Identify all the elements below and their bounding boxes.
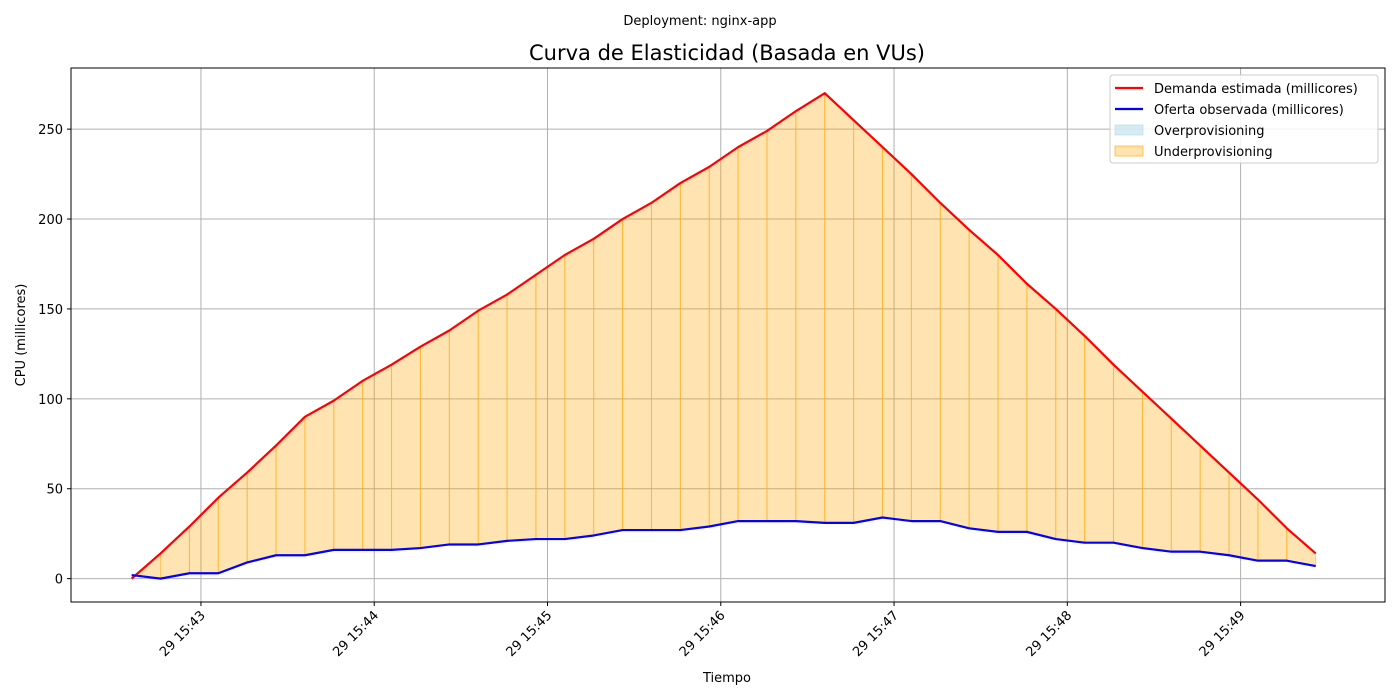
x-tick-label: 29 15:46 bbox=[677, 608, 729, 660]
underprovisioning-area bbox=[333, 379, 364, 551]
underprovisioning-area bbox=[1170, 417, 1201, 553]
underprovisioning-area bbox=[535, 254, 566, 540]
underprovisioning-area bbox=[1055, 307, 1086, 544]
underprovisioning-area bbox=[939, 201, 970, 529]
underprovisioning-area bbox=[968, 228, 999, 533]
legend-item-overprovisioning-label: Overprovisioning bbox=[1154, 124, 1265, 139]
underprovisioning-area bbox=[217, 471, 248, 574]
underprovisioning-area bbox=[622, 201, 652, 531]
y-axis-label: CPU (millicores) bbox=[14, 284, 29, 387]
underprovisioning-area bbox=[391, 345, 421, 551]
x-tick-label: 29 15:48 bbox=[1023, 608, 1075, 660]
x-tick-label: 29 15:49 bbox=[1197, 608, 1249, 660]
underprovisioning-area bbox=[246, 444, 277, 564]
underprovisioning-area bbox=[160, 525, 190, 580]
underprovisioning-area bbox=[188, 496, 219, 574]
x-tick-label: 29 15:44 bbox=[330, 608, 382, 660]
legend-item-demand-label: Demanda estimada (millicores) bbox=[1154, 82, 1358, 97]
underprovisioning-area bbox=[477, 293, 508, 546]
underprovisioning-area bbox=[737, 130, 768, 522]
underprovisioning-area bbox=[1199, 444, 1230, 556]
underprovisioning-area bbox=[362, 363, 393, 551]
x-tick-label: 29 15:45 bbox=[504, 608, 556, 660]
legend-item-supply-label: Oferta observada (millicores) bbox=[1154, 103, 1344, 118]
underprovisioning-area bbox=[824, 92, 855, 524]
x-axis-label: Tiempo bbox=[702, 671, 751, 686]
underprovisioning-area bbox=[1257, 498, 1288, 562]
y-tick-label: 200 bbox=[38, 213, 63, 228]
y-tick-label: 250 bbox=[38, 123, 63, 138]
demand-line bbox=[130, 92, 1317, 580]
y-tick-label: 50 bbox=[46, 483, 63, 498]
underprovisioning-area bbox=[506, 273, 537, 542]
underprovisioning-area bbox=[882, 145, 912, 522]
underprovisioning-area bbox=[679, 166, 710, 531]
legend-item-underprovisioning-label: Underprovisioning bbox=[1154, 145, 1273, 160]
underprovisioning-area bbox=[419, 329, 450, 549]
y-tick-label: 150 bbox=[38, 303, 63, 318]
underprovisioning-area bbox=[708, 146, 739, 528]
underprovisioning-area bbox=[593, 218, 624, 537]
chart-suptitle: Deployment: nginx-app bbox=[623, 14, 776, 29]
line-layer bbox=[130, 92, 1317, 580]
underprovisioning-area bbox=[1084, 334, 1115, 544]
underprovisioning-area bbox=[766, 110, 797, 522]
legend-item-underprovisioning-swatch bbox=[1114, 145, 1144, 157]
underprovisioning-area bbox=[564, 237, 595, 540]
underprovisioning-area bbox=[275, 415, 306, 556]
chart-title: Curva de Elasticidad (Basada en VUs) bbox=[529, 41, 925, 65]
x-tick-label: 29 15:43 bbox=[157, 608, 209, 660]
underprovisioning-area bbox=[910, 172, 941, 522]
fill-layer bbox=[131, 92, 1317, 580]
underprovisioning-area bbox=[997, 253, 1028, 533]
legend-item-overprovisioning-swatch bbox=[1114, 124, 1144, 136]
legend-box bbox=[1109, 74, 1379, 164]
underprovisioning-area bbox=[1026, 282, 1057, 540]
y-tick-label: 100 bbox=[38, 393, 63, 408]
x-tick-label: 29 15:47 bbox=[850, 608, 902, 660]
legend: Demanda estimada (millicores) Oferta obse… bbox=[1109, 74, 1379, 164]
underprovisioning-area bbox=[1113, 363, 1143, 549]
underprovisioning-area bbox=[650, 182, 681, 531]
plot-frame bbox=[70, 67, 1386, 603]
underprovisioning-area bbox=[853, 118, 884, 524]
y-tick-label: 0 bbox=[55, 573, 63, 588]
supply-line bbox=[131, 516, 1316, 580]
underprovisioning-area bbox=[448, 309, 479, 545]
underprovisioning-area bbox=[304, 399, 335, 556]
underprovisioning-area bbox=[795, 92, 826, 524]
